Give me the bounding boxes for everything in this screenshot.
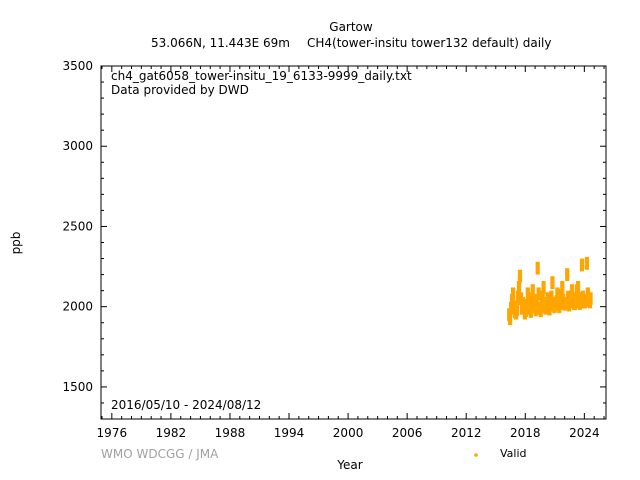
y-tick-label: 3500	[62, 59, 93, 73]
x-tick-label: 1988	[215, 426, 246, 440]
y-tick-label: 1500	[62, 380, 93, 394]
x-tick-label: 2006	[392, 426, 423, 440]
x-axis-label: Year	[337, 458, 363, 472]
data-point	[515, 308, 519, 312]
data-point	[539, 305, 544, 309]
data-point	[570, 289, 574, 293]
data-point	[527, 297, 531, 301]
chart-title: Gartow	[329, 20, 373, 34]
y-tick-label: 2500	[62, 219, 93, 233]
y-tick-label: 2000	[62, 300, 93, 314]
x-tick-label: 2018	[510, 426, 541, 440]
x-tick-label: 2024	[569, 426, 600, 440]
data-point	[516, 295, 520, 299]
data-point	[555, 292, 559, 296]
data-point	[534, 301, 539, 306]
legend-label: Valid	[500, 447, 527, 460]
data-point	[576, 285, 580, 290]
data-point	[545, 297, 550, 301]
data-provider-annotation: Data provided by DWD	[111, 83, 249, 97]
x-tick-label: 2000	[333, 426, 364, 440]
data-point	[565, 272, 569, 277]
data-point	[550, 281, 554, 285]
x-tick-label: 1994	[274, 426, 305, 440]
data-point	[511, 292, 515, 296]
data-point	[531, 289, 535, 293]
plot-frame	[100, 65, 607, 420]
data-point	[585, 261, 589, 265]
data-point	[536, 292, 541, 296]
data-point	[558, 301, 562, 306]
legend-marker-dot	[474, 453, 478, 457]
file-name-annotation: ch4_gat6058_tower-insitu_19_6133-9999_da…	[111, 69, 412, 83]
x-tick-label: 1976	[97, 426, 128, 440]
dataset-description: CH4(tower-insitu tower132 default) daily	[307, 36, 552, 50]
data-point	[580, 263, 584, 267]
credit-text: WMO WDCGG / JMA	[101, 447, 219, 461]
x-tick-label: 2012	[451, 426, 482, 440]
data-point	[541, 285, 546, 290]
data-point	[588, 297, 593, 301]
data-period-annotation: 2016/05/10 - 2024/08/12	[111, 398, 262, 412]
data-point	[548, 303, 552, 307]
data-points	[507, 256, 593, 326]
data-point	[574, 298, 578, 302]
station-coordinates: 53.066N, 11.443E 69m	[151, 36, 290, 50]
legend-marker	[474, 453, 478, 457]
axis-ticks: 1976 1982 1988 1994 2000 2006 2012 2018 2024 1500…	[62, 59, 606, 440]
x-tick-label: 1982	[156, 426, 187, 440]
y-axis-label: ppb	[9, 231, 23, 255]
data-point	[508, 317, 512, 321]
data-point	[529, 309, 533, 314]
data-point	[518, 274, 522, 278]
y-tick-label: 3000	[62, 139, 93, 153]
data-point	[509, 306, 513, 310]
data-point	[535, 266, 540, 270]
data-point	[517, 285, 521, 290]
data-point	[540, 295, 545, 299]
data-point	[560, 285, 564, 290]
